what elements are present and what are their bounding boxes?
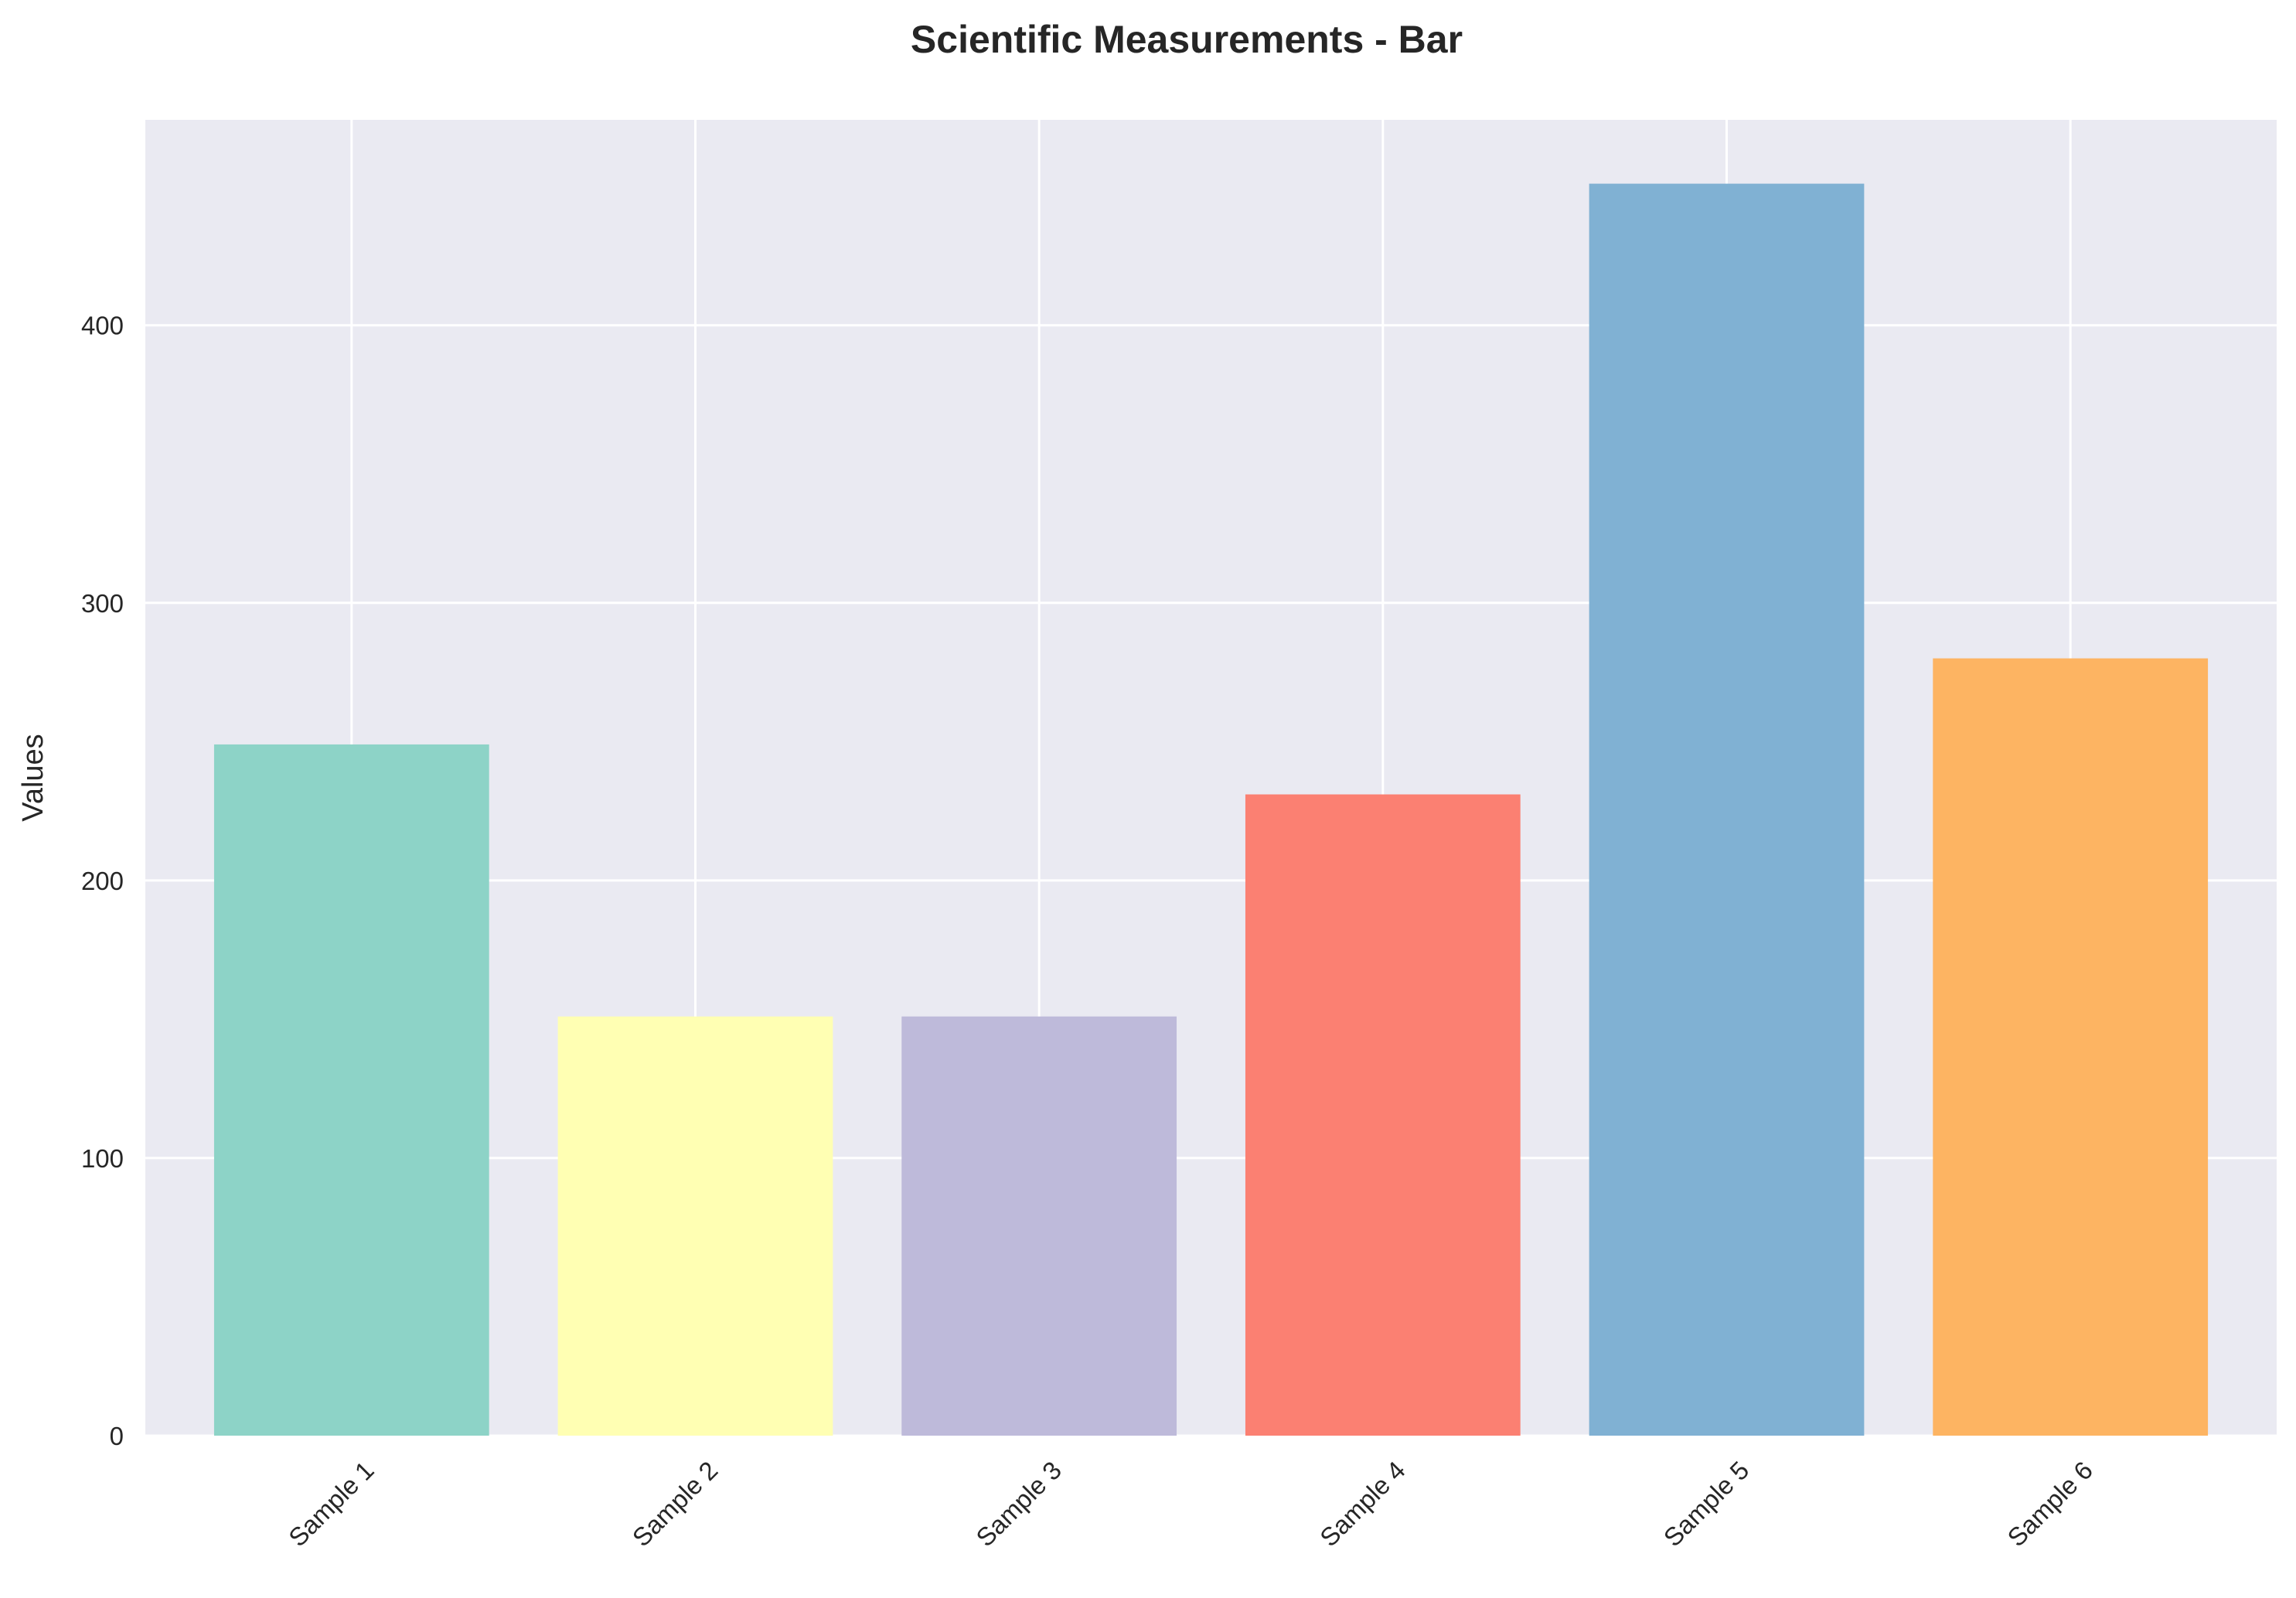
bar-sample-6	[1933, 658, 2209, 1436]
y-axis-label: Values	[17, 734, 49, 821]
y-tick-label: 100	[81, 1144, 124, 1173]
y-tick-label: 200	[81, 867, 124, 895]
plot-area	[145, 120, 2277, 1436]
y-axis-ticks: 0 100 200 300 400	[81, 312, 124, 1450]
bars	[213, 183, 2209, 1436]
y-tick-label: 300	[81, 589, 124, 618]
bar-sample-1	[213, 744, 489, 1436]
y-tick-label: 0	[110, 1422, 124, 1450]
chart-title: Scientific Measurements - Bar	[911, 18, 1463, 61]
bar-sample-5	[1589, 183, 1865, 1436]
y-tick-label: 400	[81, 312, 124, 340]
bar-sample-4	[1245, 794, 1521, 1436]
bar-sample-3	[901, 1016, 1177, 1436]
bar-sample-2	[557, 1016, 833, 1436]
